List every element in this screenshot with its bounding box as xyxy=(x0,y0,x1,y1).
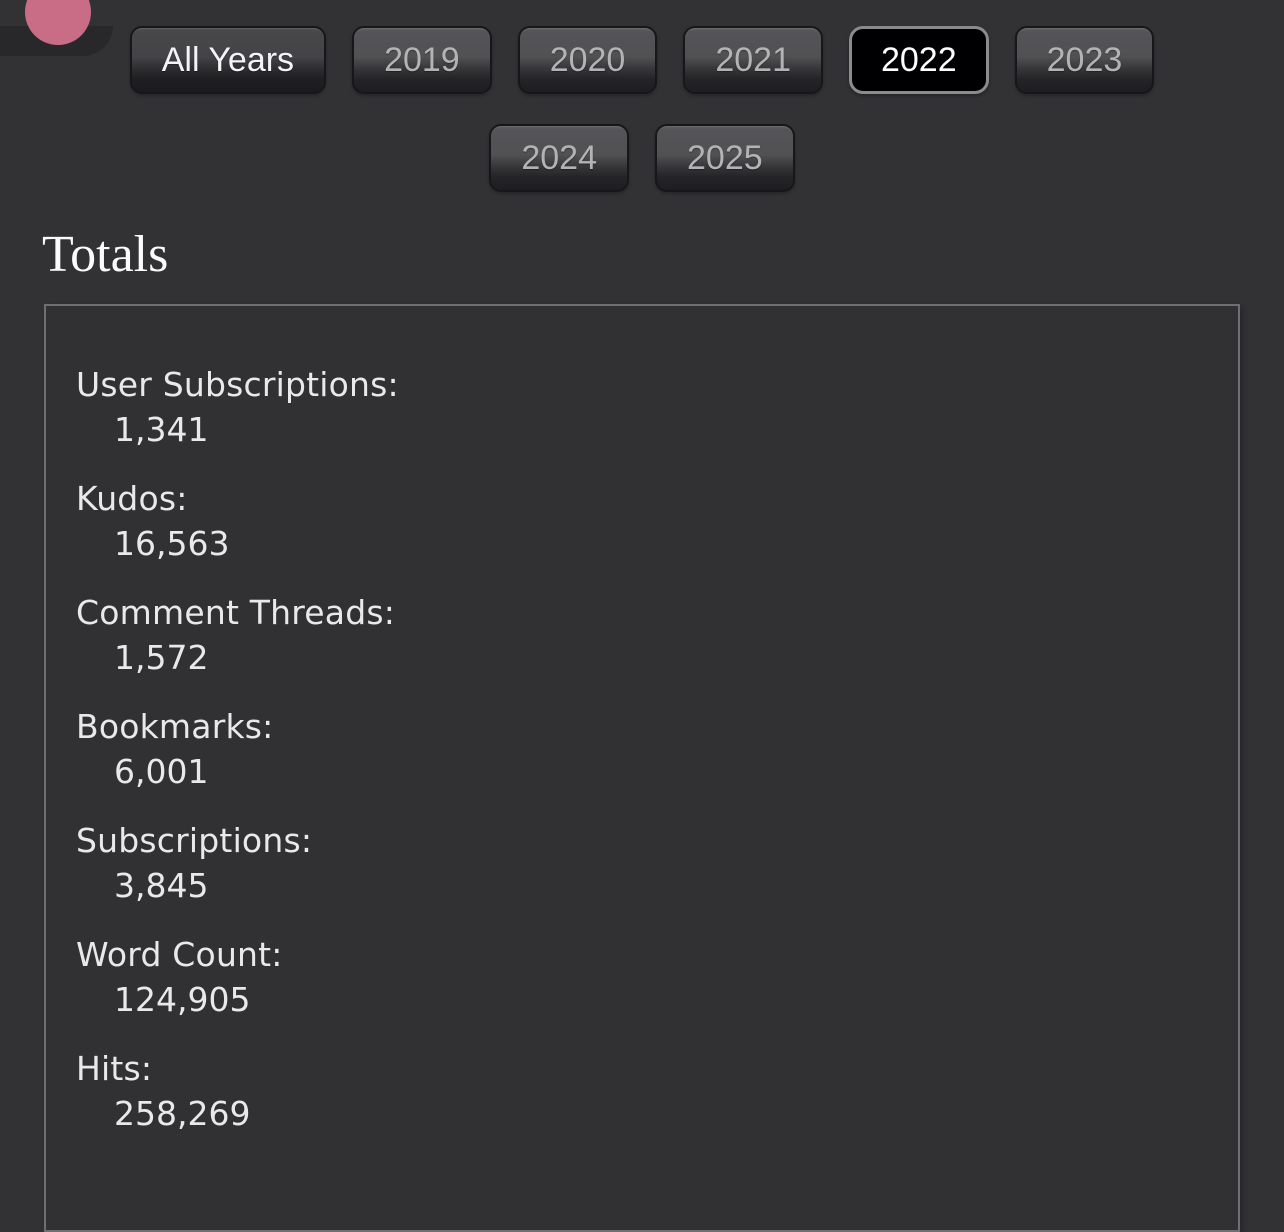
stat-value: 258,269 xyxy=(114,1094,251,1133)
year-filter-button-label: 2025 xyxy=(687,138,763,177)
year-filter-button-label: 2022 xyxy=(880,40,957,79)
year-filter-nav: All Years 2019 2020 2021 2022 2023 2024 … xyxy=(72,26,1212,192)
totals-heading: Totals xyxy=(42,226,169,283)
totals-stats-list: User Subscriptions: 1,341 Kudos: 16,563 … xyxy=(76,362,1208,1136)
stat-item: Word Count: 124,905 xyxy=(76,932,1208,1022)
year-filter-button-label: 2019 xyxy=(384,40,460,79)
year-filter-button-label: 2024 xyxy=(521,138,597,177)
stat-item: Subscriptions: 3,845 xyxy=(76,818,1208,908)
filter-button-2024[interactable]: 2024 xyxy=(489,124,629,192)
stat-item: Comment Threads: 1,572 xyxy=(76,590,1208,680)
stat-item: Kudos: 16,563 xyxy=(76,476,1208,566)
avatar-bubble xyxy=(25,0,91,45)
year-filter-button-label: 2023 xyxy=(1046,40,1123,79)
stat-value: 124,905 xyxy=(114,980,251,1019)
stat-value: 1,341 xyxy=(114,410,209,449)
corner-panel xyxy=(0,0,113,56)
stat-label: Bookmarks: xyxy=(76,707,274,746)
stat-label: Comment Threads: xyxy=(76,593,396,632)
filter-button-2022[interactable]: 2022 xyxy=(848,26,989,94)
stat-value: 16,563 xyxy=(114,524,230,563)
year-filter-button-label: All Years xyxy=(161,40,295,79)
stat-label: Subscriptions: xyxy=(76,821,313,860)
year-filter-button-label: 2021 xyxy=(715,40,791,79)
filter-button-2025[interactable]: 2025 xyxy=(655,124,795,192)
stat-label: Hits: xyxy=(76,1049,153,1088)
totals-box: User Subscriptions: 1,341 Kudos: 16,563 … xyxy=(44,304,1240,1232)
stat-item: Bookmarks: 6,001 xyxy=(76,704,1208,794)
stat-item: Hits: 258,269 xyxy=(76,1046,1208,1136)
stat-value: 3,845 xyxy=(114,866,209,905)
year-filter-button-label: 2020 xyxy=(549,40,626,79)
filter-button-2021[interactable]: 2021 xyxy=(683,26,823,94)
filter-button-2019[interactable]: 2019 xyxy=(352,26,492,94)
filter-button-2023[interactable]: 2023 xyxy=(1014,26,1155,94)
stat-item: User Subscriptions: 1,341 xyxy=(76,362,1208,452)
stat-value: 6,001 xyxy=(114,752,209,791)
stat-value: 1,572 xyxy=(114,638,209,677)
filter-button-all-years[interactable]: All Years xyxy=(129,26,327,94)
stat-label: Kudos: xyxy=(76,479,188,518)
stat-label: User Subscriptions: xyxy=(76,365,399,404)
stat-label: Word Count: xyxy=(76,935,283,974)
filter-button-2020[interactable]: 2020 xyxy=(517,26,658,94)
